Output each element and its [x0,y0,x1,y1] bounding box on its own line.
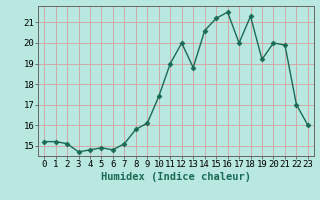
X-axis label: Humidex (Indice chaleur): Humidex (Indice chaleur) [101,172,251,182]
